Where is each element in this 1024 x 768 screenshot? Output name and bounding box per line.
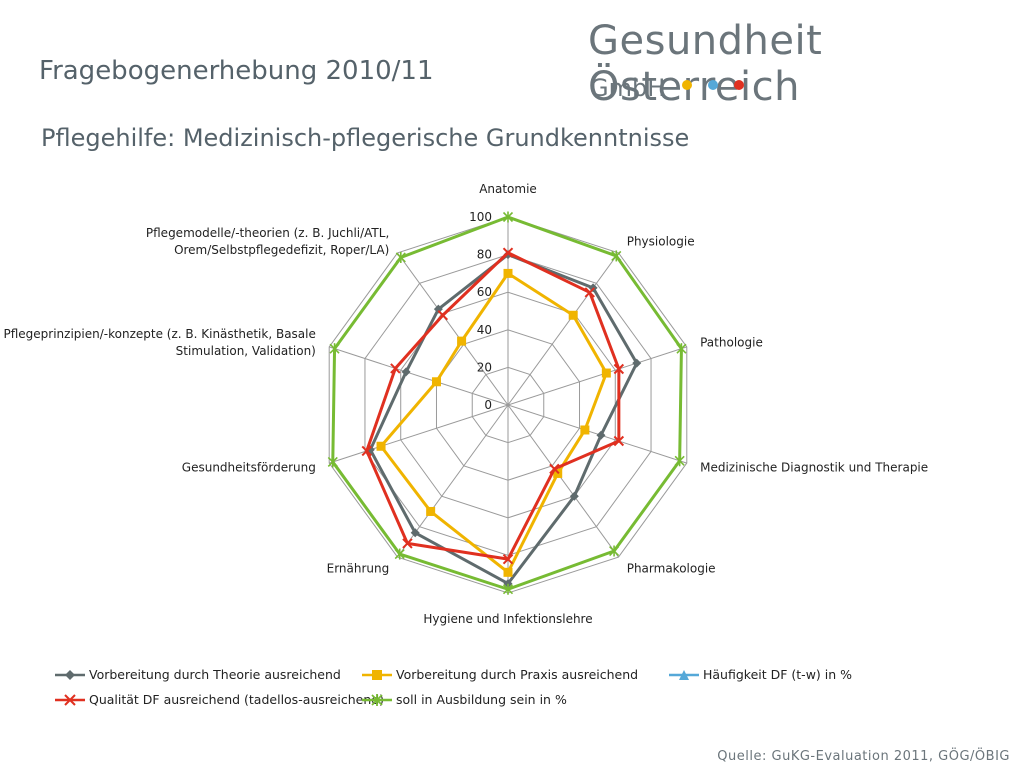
legend-label: Häufigkeit DF (t-w) in % xyxy=(703,667,853,682)
legend-item: soll in Ausbildung sein in % xyxy=(362,692,567,707)
data-point-stroke xyxy=(390,363,401,374)
data-point xyxy=(329,343,340,355)
axis-label: Medizinische Diagnostik und Therapie xyxy=(700,460,928,474)
axis-label: Orem/Selbstpflegedefizit, Roper/LA) xyxy=(174,243,389,257)
page-title: Fragebogenerhebung 2010/11 xyxy=(39,56,434,86)
series-group xyxy=(361,247,625,565)
legend-item: Vorbereitung durch Praxis ausreichend xyxy=(362,667,638,682)
data-point xyxy=(674,455,685,467)
tick-label: 80 xyxy=(477,248,492,262)
axis-label: Pflegemodelle/-theorien (z. B. Juchli/AT… xyxy=(146,226,389,240)
data-point xyxy=(390,363,401,374)
logo-dot-icon xyxy=(734,80,744,90)
legend-item: Vorbereitung durch Theorie ausreichend xyxy=(55,667,341,682)
logo-sub: GmbH xyxy=(590,74,666,102)
tick-label: 40 xyxy=(477,323,492,337)
data-point-stroke xyxy=(584,287,595,298)
page-subtitle: Pflegehilfe: Medizinisch-pflegerische Gr… xyxy=(41,124,690,152)
data-point-stroke xyxy=(402,538,413,549)
grid-spoke xyxy=(329,404,509,464)
data-point xyxy=(401,367,411,377)
grid-spoke xyxy=(507,404,619,558)
data-point xyxy=(395,251,406,263)
axis-label: Ernährung xyxy=(327,561,390,575)
tick-label: 60 xyxy=(477,285,492,299)
data-point xyxy=(569,491,579,501)
data-point-stroke xyxy=(361,445,372,457)
grid-spoke xyxy=(507,404,687,464)
data-point xyxy=(503,579,513,589)
series-group xyxy=(376,268,611,577)
axis-label: Physiologie xyxy=(627,235,695,249)
data-point xyxy=(676,343,687,355)
data-point xyxy=(613,363,625,375)
data-point-stroke xyxy=(437,310,449,321)
data-point xyxy=(376,441,386,451)
axis-label: Stimulation, Validation) xyxy=(176,344,316,358)
tick-label: 20 xyxy=(477,360,492,374)
logo-dot-icon xyxy=(682,80,692,90)
data-point-stroke xyxy=(502,247,514,258)
data-point xyxy=(502,211,514,223)
legend-label: Vorbereitung durch Theorie ausreichend xyxy=(89,667,341,682)
logo-name: Gesundheit Österreich xyxy=(588,18,823,110)
data-point xyxy=(402,538,413,549)
tick-label: 100 xyxy=(469,210,492,224)
data-point xyxy=(433,304,443,314)
legend-item: Häufigkeit DF (t-w) in % xyxy=(669,667,852,682)
source-note: Quelle: GuKG-Evaluation 2011, GÖG/ÖBIG xyxy=(717,749,1010,764)
axis-label: Gesundheitsförderung xyxy=(182,460,316,474)
grid-spoke xyxy=(397,252,509,406)
data-point xyxy=(609,545,620,557)
data-point xyxy=(549,463,560,475)
axis-label: Pathologie xyxy=(700,336,763,350)
series-group xyxy=(327,211,687,595)
radar-chart: 0 20 40 60 80 100 Anatomie Physiologie Pathologi… xyxy=(3,182,928,626)
data-point-stroke xyxy=(613,435,625,447)
data-point xyxy=(431,377,441,387)
axis-label: Hygiene und Infektionslehre xyxy=(423,612,592,626)
axis-label: Anatomie xyxy=(479,182,537,196)
data-point xyxy=(426,506,436,516)
data-point xyxy=(503,567,513,577)
grid-spoke xyxy=(507,346,687,406)
data-point-stroke xyxy=(502,553,514,565)
legend-item: Qualität DF ausreichend (tadellos-ausrei… xyxy=(55,692,384,707)
data-point xyxy=(596,430,606,440)
data-point xyxy=(457,336,467,346)
axis-label: Pflegeprinzipien/-konzepte (z. B. Kinäst… xyxy=(3,327,315,341)
grid-spoke xyxy=(507,252,619,406)
legend-label: soll in Ausbildung sein in % xyxy=(396,692,567,707)
data-point xyxy=(410,528,420,538)
data-point xyxy=(584,287,595,298)
data-point xyxy=(327,456,338,468)
data-point xyxy=(502,553,514,565)
legend-label: Qualität DF ausreichend (tadellos-ausrei… xyxy=(89,692,385,707)
data-point xyxy=(611,250,622,262)
data-point xyxy=(394,548,405,560)
data-point xyxy=(632,358,642,368)
data-point xyxy=(601,368,611,378)
grid-spoke xyxy=(329,346,509,406)
data-point xyxy=(361,445,372,457)
logo-dot-icon xyxy=(708,80,718,90)
data-point xyxy=(502,583,514,595)
tick-label: 0 xyxy=(484,398,492,412)
data-point xyxy=(580,425,590,435)
data-point xyxy=(503,268,513,278)
data-point-stroke xyxy=(549,463,560,475)
data-point xyxy=(568,310,578,320)
data-point xyxy=(502,247,514,258)
data-point xyxy=(613,435,625,447)
axis-label: Pharmakologie xyxy=(627,561,716,575)
legend-label: Vorbereitung durch Praxis ausreichend xyxy=(396,667,639,682)
data-point xyxy=(437,310,449,321)
data-point-stroke xyxy=(613,363,625,375)
series-line xyxy=(368,253,639,586)
